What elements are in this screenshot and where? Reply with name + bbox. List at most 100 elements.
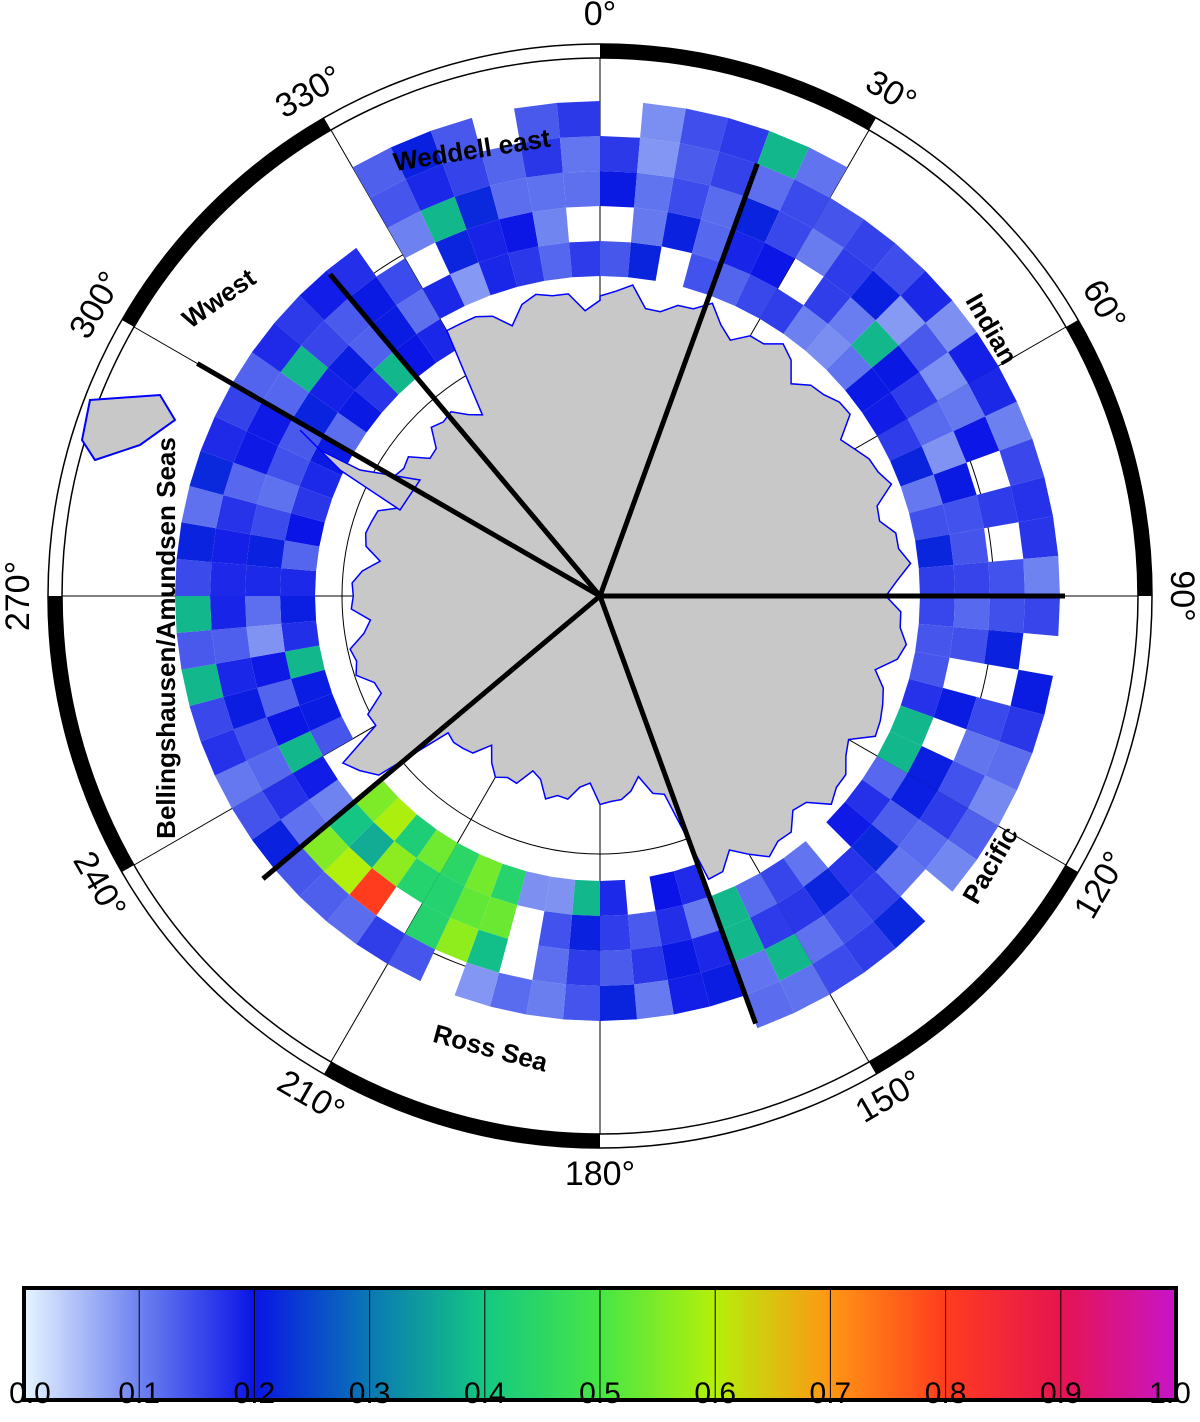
grid-cell [953, 416, 1000, 463]
grid-cell [862, 756, 908, 800]
grid-cell [200, 729, 247, 776]
grid-cell [823, 247, 874, 298]
sector-boundary-line [196, 361, 602, 599]
grid-cell [274, 295, 325, 346]
grid-cell [309, 716, 354, 756]
grid-cell [907, 746, 954, 791]
grid-cell [278, 418, 323, 461]
grid-cell [292, 392, 338, 436]
grid-cell [430, 117, 481, 164]
grid-cell [988, 558, 1025, 596]
grid-cell [898, 819, 949, 870]
grid-cell [526, 172, 567, 212]
frame-black-segment [48, 595, 135, 872]
grid-cell [630, 945, 668, 985]
grid-cell [953, 562, 990, 596]
grid-cell [562, 171, 600, 208]
grid-cell [733, 196, 780, 243]
grid-cell [210, 562, 247, 596]
grid-cell [719, 117, 770, 164]
grid-cell [211, 626, 251, 664]
grid-cell [390, 130, 443, 180]
grid-cell [875, 295, 926, 346]
grid-cell [246, 623, 285, 658]
grid-cell [633, 172, 674, 212]
grid-cell [309, 367, 355, 413]
grid-cell [532, 207, 570, 247]
grid-cell [324, 847, 372, 895]
grid-cell [764, 210, 813, 259]
grid-cell [919, 791, 969, 840]
grid-cell [514, 102, 560, 143]
grid-cell [499, 211, 539, 254]
grid-cell [348, 822, 395, 868]
grid-cell [709, 151, 758, 197]
grid-cell [953, 596, 990, 630]
grid-cell [464, 854, 503, 897]
grid-cell [673, 142, 720, 186]
grid-cell [566, 949, 600, 986]
antarctic-peninsula [299, 429, 422, 512]
grid-cell [826, 801, 872, 848]
grid-cell [309, 779, 355, 825]
frame-black-segment [599, 44, 876, 131]
grid-cell [873, 896, 926, 949]
grid-cell [422, 873, 465, 918]
grid-cell [328, 801, 374, 848]
grid-cell [371, 841, 417, 887]
grid-cell [299, 460, 342, 499]
grid-cell [805, 324, 852, 370]
grid-cell [250, 504, 291, 541]
grid-cell [517, 871, 551, 912]
grid-cell [999, 438, 1045, 487]
grid-cell [600, 984, 638, 1021]
grid-cell [760, 858, 804, 904]
grid-cell [262, 773, 310, 820]
grid-cell [890, 445, 934, 487]
grid-cell [572, 879, 600, 916]
grid-cell [843, 219, 896, 271]
grid-cell [562, 984, 600, 1021]
grid-cell [812, 944, 864, 995]
grid-cell [1023, 596, 1060, 637]
grid-cell [919, 352, 969, 401]
grid-cell [175, 558, 212, 596]
grid-cell [373, 350, 417, 395]
grid-cell [544, 876, 576, 915]
grid-cell [396, 288, 440, 334]
grid-cell [721, 229, 765, 275]
colorbar-tick-label: 0.0 [9, 1377, 51, 1410]
grid-cell [394, 333, 437, 378]
grid-cell [257, 678, 300, 718]
grid-cell [845, 367, 891, 413]
grid-cell [490, 863, 527, 906]
grid-cell [405, 903, 450, 950]
grid-cell [907, 401, 954, 446]
colorbar: 0.0 0.1 0.2 0.3 0.4 0.5 0.6 0.7 0.8 0.9 … [9, 1286, 1191, 1410]
grid-cell [416, 829, 458, 874]
grid-cell [478, 253, 518, 296]
grid-cell [795, 915, 844, 965]
grid-cell [915, 623, 954, 658]
grid-cell [873, 243, 926, 296]
grid-cell [933, 687, 977, 730]
grid-cell [246, 534, 285, 569]
grid-cell [803, 276, 851, 325]
grid-cell [988, 596, 1025, 634]
grid-cell [999, 705, 1045, 754]
grid-cell [871, 799, 920, 847]
grid-cell [877, 418, 922, 461]
grid-cell [559, 136, 600, 173]
grid-cell [843, 921, 896, 973]
grid-cell [394, 814, 437, 859]
grid-cell [735, 873, 778, 918]
grid-cell [420, 196, 467, 243]
grid-cell [278, 731, 323, 774]
grid-cell [783, 305, 829, 351]
grid-cell [745, 981, 795, 1029]
frame-black-segment [324, 1061, 601, 1148]
grid-cell [299, 693, 342, 732]
grid-cell [422, 274, 465, 319]
grid-cell [245, 596, 282, 627]
